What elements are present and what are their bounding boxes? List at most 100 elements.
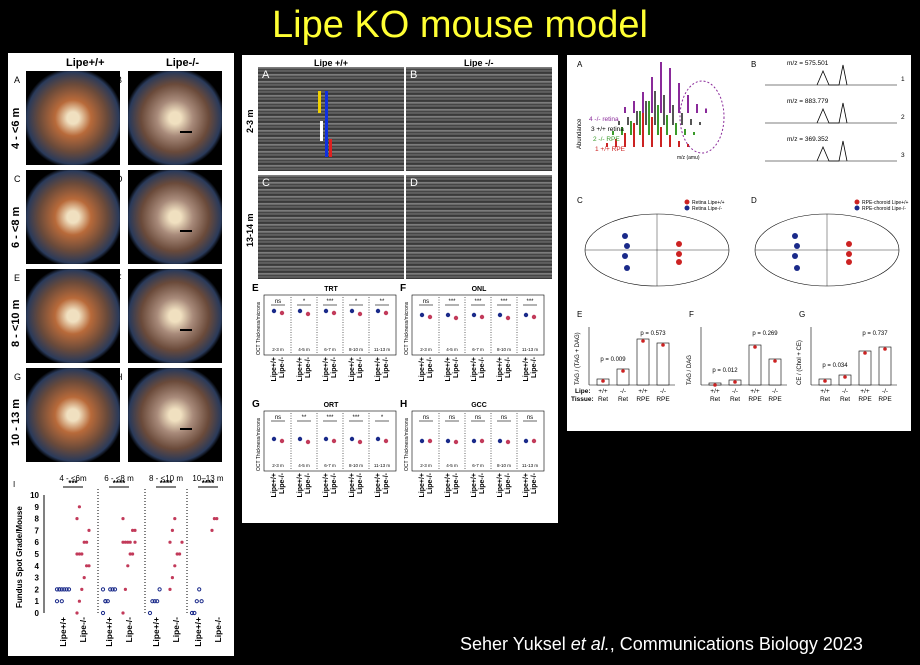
data-point-ko bbox=[170, 528, 174, 532]
y-axis-label: OCT Thickness/microns bbox=[256, 417, 262, 471]
x-tick-label-ko: Lipe-/- bbox=[383, 356, 390, 378]
slide-title: Lipe KO mouse model bbox=[272, 4, 648, 46]
age-group-label: 4-5 m bbox=[298, 463, 310, 468]
age-group-label: 8-10 m bbox=[497, 463, 511, 468]
fundus-row-label-4: 10 - 13 m bbox=[10, 398, 22, 446]
col-header-ko: Lipe-/- bbox=[166, 57, 199, 69]
plot-frame bbox=[411, 294, 545, 356]
data-point-ko bbox=[215, 517, 219, 521]
bar bbox=[748, 344, 762, 386]
chart-letter: F bbox=[400, 283, 406, 294]
data-point-wt bbox=[59, 599, 64, 604]
data-point-ko bbox=[128, 552, 132, 556]
x-tick-label-wt: Lipe+/+ bbox=[271, 473, 278, 498]
x-tick-label-wt: Lipe+/+ bbox=[323, 473, 330, 498]
data-point-wt bbox=[57, 587, 62, 592]
pca-point-ko bbox=[846, 259, 852, 265]
sig-label: *** bbox=[68, 479, 78, 488]
data-point-ko bbox=[331, 438, 337, 444]
lesion-marker bbox=[180, 230, 192, 232]
tissue-label: Ret bbox=[618, 396, 628, 403]
sig-label: ns bbox=[423, 299, 429, 305]
data-point-wt bbox=[152, 599, 157, 604]
legend-label: Retina Lipe-/- bbox=[692, 206, 722, 212]
x-tick-label-wt: Lipe+/+ bbox=[471, 473, 478, 498]
oct-figure-panel: Lipe +/+ Lipe -/- A B C D 2-3 m 13-14 m … bbox=[242, 55, 558, 523]
data-point-ko bbox=[305, 439, 311, 445]
data-point-ko bbox=[82, 576, 86, 580]
age-group-label: 8-10 m bbox=[349, 347, 363, 352]
sig-label: *** bbox=[474, 299, 482, 305]
y-tick-label: 4 bbox=[35, 562, 40, 571]
sig-label: *** bbox=[448, 299, 456, 305]
bar-data-point bbox=[883, 347, 887, 351]
tissue-label: RPE bbox=[878, 396, 892, 403]
data-point-ko bbox=[479, 438, 485, 444]
x-tick-label: Lipe-/- bbox=[213, 617, 223, 643]
data-point-ko bbox=[210, 528, 214, 532]
data-point-ko bbox=[75, 552, 79, 556]
data-point-ko bbox=[131, 528, 135, 532]
age-group-label: 11-13 m bbox=[374, 347, 390, 352]
data-point-ko bbox=[77, 505, 81, 509]
sig-label: *** bbox=[326, 299, 334, 305]
data-point-wt bbox=[110, 587, 115, 592]
sig-label: * bbox=[381, 415, 384, 421]
data-point-wt bbox=[194, 599, 199, 604]
data-point-wt bbox=[271, 308, 277, 314]
chart-letter: H bbox=[400, 399, 407, 410]
y-tick-label: 2 bbox=[35, 585, 40, 594]
data-point-ko bbox=[531, 438, 537, 444]
data-point-wt bbox=[100, 587, 106, 592]
data-point-wt bbox=[445, 312, 451, 318]
pca-point-ko bbox=[676, 241, 682, 247]
y-tick-label: 5 bbox=[35, 550, 40, 559]
sig-label: ns bbox=[275, 415, 281, 421]
bar-data-point bbox=[863, 351, 867, 355]
sig-label: **** bbox=[160, 479, 173, 488]
lipe-genotype-label: -/- bbox=[732, 388, 738, 395]
age-group-label: 4 - <6m bbox=[59, 474, 87, 483]
layer-marker-blue bbox=[325, 91, 328, 157]
x-tick-label-wt: Lipe+/+ bbox=[523, 473, 530, 498]
x-tick-label-ko: Lipe-/- bbox=[331, 472, 338, 494]
sig-label: *** bbox=[500, 299, 508, 305]
mz-label: m/z = 575.501 bbox=[787, 60, 829, 67]
data-point-wt bbox=[100, 610, 106, 616]
data-point-ko bbox=[80, 587, 84, 591]
data-point-wt bbox=[375, 308, 381, 314]
data-point-ko bbox=[212, 517, 216, 521]
sig-label: ns bbox=[423, 415, 429, 421]
bar-data-point bbox=[601, 379, 605, 383]
data-point-ko bbox=[77, 552, 81, 556]
x-tick-label-ko: Lipe-/- bbox=[505, 356, 512, 378]
chart-title: ORT bbox=[324, 402, 340, 409]
pca-point-wt bbox=[622, 253, 628, 259]
x-tick-label: Lipe+/+ bbox=[193, 617, 203, 647]
bar-data-point bbox=[773, 359, 777, 363]
data-point-ko bbox=[383, 438, 389, 444]
x-tick-label-wt: Lipe+/+ bbox=[497, 473, 504, 498]
p-value-label: p = 0.009 bbox=[600, 357, 626, 363]
bar-y-label: TAG / DAG bbox=[687, 355, 693, 385]
plot-frame bbox=[411, 410, 545, 472]
plot-frame bbox=[263, 410, 397, 472]
fundus-image-d: D bbox=[116, 170, 222, 264]
y-axis-label: OCT Thickness/microns bbox=[404, 301, 410, 355]
pca-point-wt bbox=[794, 265, 800, 271]
data-point-ko bbox=[123, 587, 127, 591]
bar-y-label: CE / (Chol + CE) bbox=[797, 340, 803, 385]
x-tick-label-wt: Lipe+/+ bbox=[375, 473, 382, 498]
data-point-wt bbox=[419, 312, 425, 318]
x-tick-label-ko: Lipe-/- bbox=[427, 356, 434, 378]
data-point-ko bbox=[175, 552, 179, 556]
lipe-genotype-label: +/+ bbox=[638, 388, 648, 395]
y-tick-label: 3 bbox=[35, 574, 40, 583]
pca-point-wt bbox=[792, 233, 798, 239]
data-point-ko bbox=[131, 552, 135, 556]
fundus-spot-scatter-chart: 0 1 2 3 4 5 6 7 8 9 10 Fundus Spot Grade/Mouse I 4 - … bbox=[13, 474, 224, 647]
panel-letter-d: D bbox=[751, 196, 757, 205]
x-tick-label: Lipe+/+ bbox=[151, 617, 161, 647]
fundus-image-a: A bbox=[14, 71, 120, 165]
oct-image-d bbox=[406, 175, 552, 279]
